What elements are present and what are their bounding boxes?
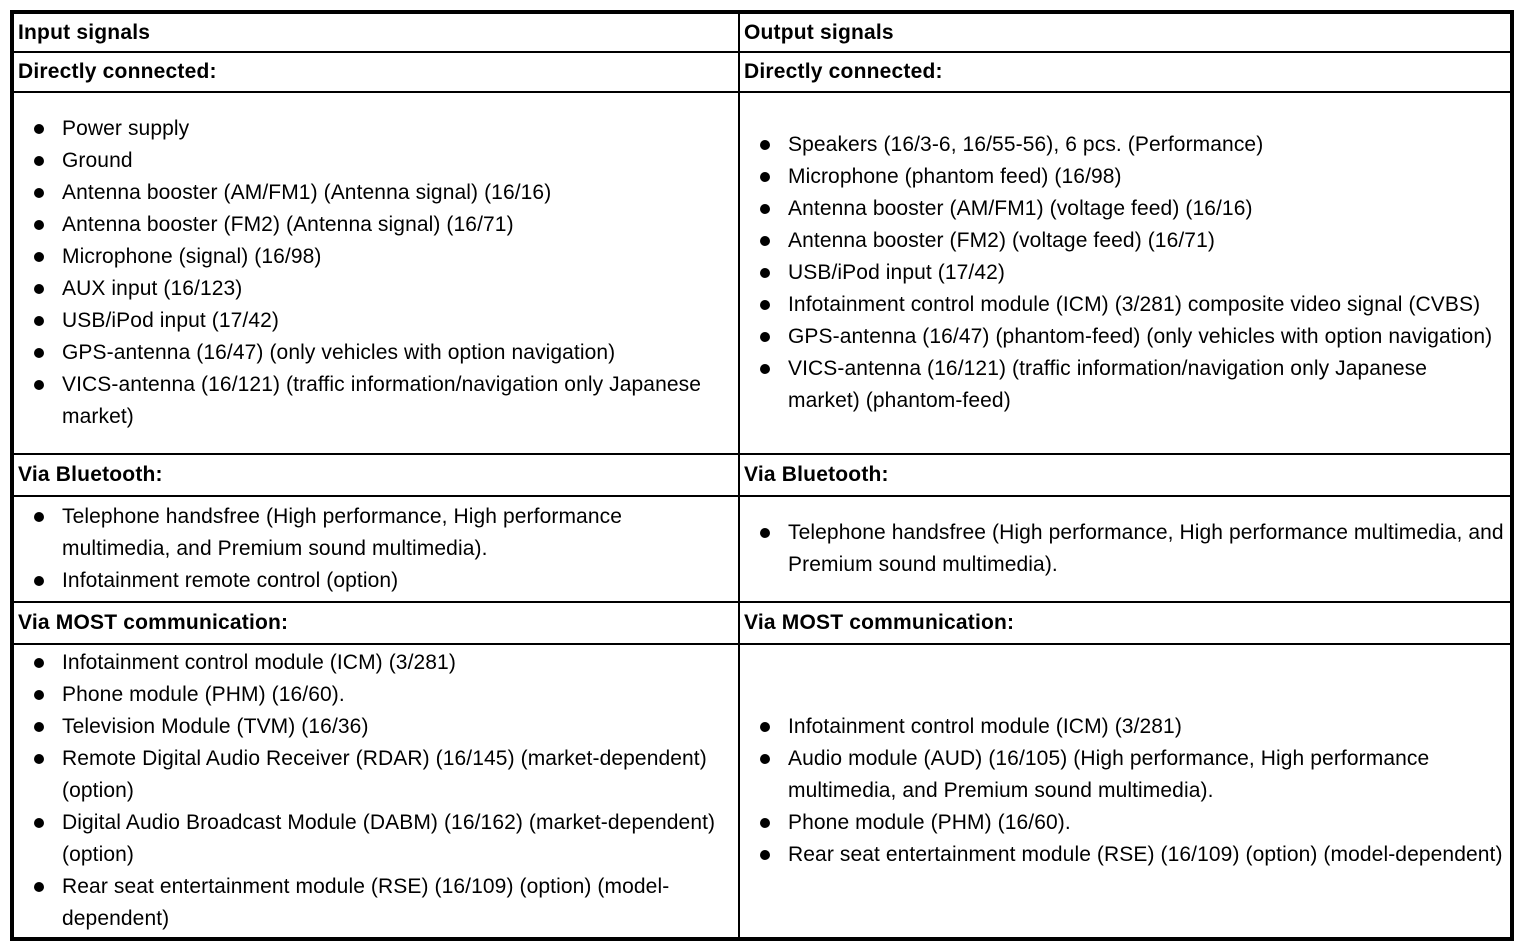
input-directly-connected-cell: Power supply Ground Antenna booster (AM/FM… — [11, 91, 740, 455]
signal-item: Audio module (AUD) (16/105) (High perfor… — [741, 743, 1504, 807]
via-bluetooth-label-row: Via Bluetooth: Via Bluetooth: — [11, 453, 1513, 497]
via-bluetooth-list-row: Telephone handsfree (High performance, H… — [11, 495, 1513, 603]
input-via-most-cell: Infotainment control module (ICM) (3/281… — [11, 643, 740, 940]
input-via-most-label: Via MOST communication: — [11, 601, 740, 645]
signal-item: Infotainment remote control (option) — [14, 565, 732, 597]
signal-item: Remote Digital Audio Receiver (RDAR) (16… — [14, 743, 732, 807]
input-via-most-list: Infotainment control module (ICM) (3/281… — [14, 647, 732, 935]
signal-item: Infotainment control module (ICM) (3/281… — [741, 289, 1504, 321]
input-via-bluetooth-list: Telephone handsfree (High performance, H… — [14, 501, 732, 597]
signal-item: Phone module (PHM) (16/60). — [741, 807, 1504, 839]
input-via-bluetooth-cell: Telephone handsfree (High performance, H… — [11, 495, 740, 603]
input-directly-connected-list: Power supply Ground Antenna booster (AM/FM… — [14, 113, 732, 433]
signal-item: Power supply — [14, 113, 732, 145]
signal-item: Microphone (phantom feed) (16/98) — [741, 161, 1504, 193]
output-directly-connected-cell: Speakers (16/3-6, 16/55-56), 6 pcs. (Per… — [738, 91, 1513, 455]
input-directly-connected-label: Directly connected: — [11, 51, 740, 93]
signal-item: Microphone (signal) (16/98) — [14, 241, 732, 273]
output-directly-connected-list: Speakers (16/3-6, 16/55-56), 6 pcs. (Per… — [741, 129, 1504, 417]
signal-item: GPS-antenna (16/47) (only vehicles with … — [14, 337, 732, 369]
signal-item: Rear seat entertainment module (RSE) (16… — [741, 839, 1504, 871]
output-via-bluetooth-label: Via Bluetooth: — [738, 453, 1513, 497]
signal-item: Digital Audio Broadcast Module (DABM) (1… — [14, 807, 732, 871]
signal-item: GPS-antenna (16/47) (phantom-feed) (only… — [741, 321, 1504, 353]
table-header-row: Input signals Output signals — [11, 11, 1513, 53]
output-via-most-label: Via MOST communication: — [738, 601, 1513, 645]
signal-item: Infotainment control module (ICM) (3/281… — [741, 711, 1504, 743]
signal-item: Television Module (TVM) (16/36) — [14, 711, 732, 743]
via-most-list-row: Infotainment control module (ICM) (3/281… — [11, 643, 1513, 940]
signal-item: USB/iPod input (17/42) — [741, 257, 1504, 289]
output-directly-connected-label: Directly connected: — [738, 51, 1513, 93]
output-signals-header: Output signals — [738, 11, 1513, 53]
signal-item: VICS-antenna (16/121) (traffic informati… — [741, 353, 1504, 417]
signal-item: VICS-antenna (16/121) (traffic informati… — [14, 369, 732, 433]
signal-item: Antenna booster (AM/FM1) (voltage feed) … — [741, 193, 1504, 225]
signal-item: Speakers (16/3-6, 16/55-56), 6 pcs. (Per… — [741, 129, 1504, 161]
output-via-bluetooth-cell: Telephone handsfree (High performance, H… — [738, 495, 1513, 603]
signal-item: Ground — [14, 145, 732, 177]
signal-item: Infotainment control module (ICM) (3/281… — [14, 647, 732, 679]
signal-item: Telephone handsfree (High performance, H… — [14, 501, 732, 565]
signals-table: Input signals Output signals Directly co… — [10, 10, 1514, 941]
signal-item: Phone module (PHM) (16/60). — [14, 679, 732, 711]
input-via-bluetooth-label: Via Bluetooth: — [11, 453, 740, 497]
output-via-bluetooth-list: Telephone handsfree (High performance, H… — [741, 517, 1504, 581]
output-via-most-list: Infotainment control module (ICM) (3/281… — [741, 711, 1504, 871]
directly-connected-list-row: Power supply Ground Antenna booster (AM/FM… — [11, 91, 1513, 455]
signal-item: AUX input (16/123) — [14, 273, 732, 305]
signal-item: USB/iPod input (17/42) — [14, 305, 732, 337]
signal-item: Antenna booster (AM/FM1) (Antenna signal… — [14, 177, 732, 209]
via-most-label-row: Via MOST communication: Via MOST communi… — [11, 601, 1513, 645]
signal-item: Antenna booster (FM2) (Antenna signal) (… — [14, 209, 732, 241]
input-signals-header: Input signals — [11, 11, 740, 53]
signal-item: Antenna booster (FM2) (voltage feed) (16… — [741, 225, 1504, 257]
directly-connected-label-row: Directly connected: Directly connected: — [11, 51, 1513, 93]
signal-item: Telephone handsfree (High performance, H… — [741, 517, 1504, 581]
signal-item: Rear seat entertainment module (RSE) (16… — [14, 871, 732, 935]
output-via-most-cell: Infotainment control module (ICM) (3/281… — [738, 643, 1513, 940]
